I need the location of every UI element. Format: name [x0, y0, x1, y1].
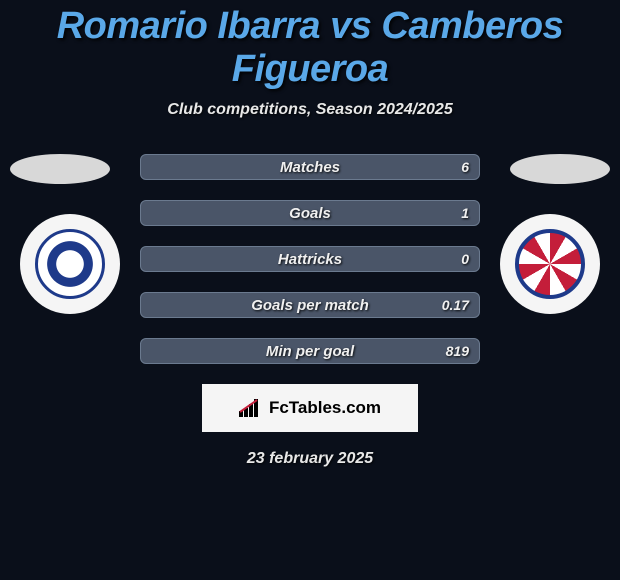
stat-row: Matches 6	[140, 154, 480, 180]
stat-row: Goals per match 0.17	[140, 292, 480, 318]
footer-brand-text: FcTables.com	[269, 398, 381, 418]
stat-value: 0	[461, 251, 469, 267]
stat-row: Hattricks 0	[140, 246, 480, 272]
page-title: Romario Ibarra vs Camberos Figueroa	[0, 5, 620, 91]
main-container: Romario Ibarra vs Camberos Figueroa Club…	[0, 0, 620, 473]
stat-rows: Matches 6 Goals 1 Hattricks 0 Goals per …	[140, 154, 480, 364]
stat-label: Hattricks	[278, 251, 342, 268]
stat-value: 6	[461, 159, 469, 175]
stat-label: Matches	[280, 159, 340, 176]
stat-value: 819	[446, 343, 469, 359]
bar-chart-icon	[239, 399, 263, 417]
date-text: 23 february 2025	[0, 450, 620, 468]
stat-value: 0.17	[442, 297, 469, 313]
pachuca-badge-icon	[35, 229, 105, 299]
club-badge-right	[500, 214, 600, 314]
stat-row: Goals 1	[140, 200, 480, 226]
stat-label: Min per goal	[266, 343, 354, 360]
player-avatar-right	[510, 154, 610, 184]
chivas-badge-icon	[515, 229, 585, 299]
stat-label: Goals per match	[251, 297, 369, 314]
club-badge-left	[20, 214, 120, 314]
stat-label: Goals	[289, 205, 331, 222]
stat-row: Min per goal 819	[140, 338, 480, 364]
subtitle: Club competitions, Season 2024/2025	[0, 101, 620, 119]
player-avatar-left	[10, 154, 110, 184]
stats-area: Matches 6 Goals 1 Hattricks 0 Goals per …	[0, 154, 620, 364]
footer-brand-badge[interactable]: FcTables.com	[202, 384, 418, 432]
stat-value: 1	[461, 205, 469, 221]
